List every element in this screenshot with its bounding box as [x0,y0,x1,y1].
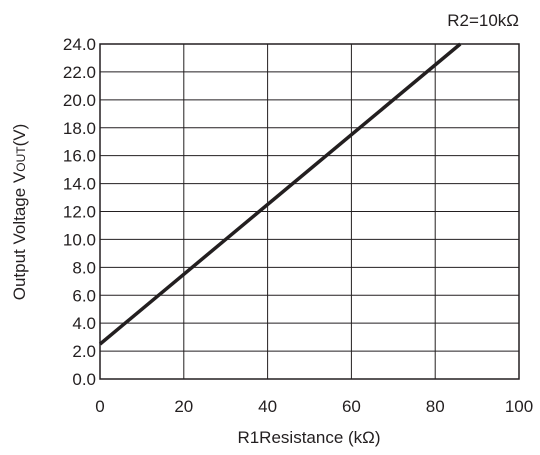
y-axis-label-main: Output Voltage V [10,171,29,300]
x-tick-label: 100 [505,397,533,416]
series-line-vout [98,42,462,346]
y-tick-label: 4.0 [72,314,96,333]
x-tick-labels: 0 20 40 60 80 100 [95,397,533,416]
y-axis-label-unit: (V) [10,124,29,147]
annotation-r2: R2=10kΩ [447,11,519,30]
y-tick-labels: 0.0 2.0 4.0 6.0 8.0 10.0 12.0 14.0 16.0 18.0 20.0 2… [63,35,96,389]
y-tick-label: 14.0 [63,175,96,194]
y-tick-label: 6.0 [72,286,96,305]
grid-layer [100,44,519,379]
x-tick-label: 20 [174,397,193,416]
y-tick-label: 20.0 [63,91,96,110]
y-tick-label: 0.0 [72,370,96,389]
x-tick-label: 60 [342,397,361,416]
x-tick-label: 80 [426,397,445,416]
y-tick-label: 22.0 [63,63,96,82]
y-tick-label: 8.0 [72,258,96,277]
x-tick-label: 0 [95,397,104,416]
y-axis-label-subscript: OUT [14,146,28,172]
y-tick-label: 18.0 [63,119,96,138]
y-axis-label: Output Voltage VOUT(V) [10,124,29,301]
x-tick-label: 40 [258,397,277,416]
y-tick-label: 2.0 [72,342,96,361]
y-tick-label: 16.0 [63,147,96,166]
y-tick-label: 10.0 [63,230,96,249]
plot-frame [99,43,520,380]
series-layer [98,42,462,346]
y-tick-label: 24.0 [63,35,96,54]
y-tick-label: 12.0 [63,203,96,222]
x-axis-label: R1Resistance (kΩ) [237,428,380,447]
